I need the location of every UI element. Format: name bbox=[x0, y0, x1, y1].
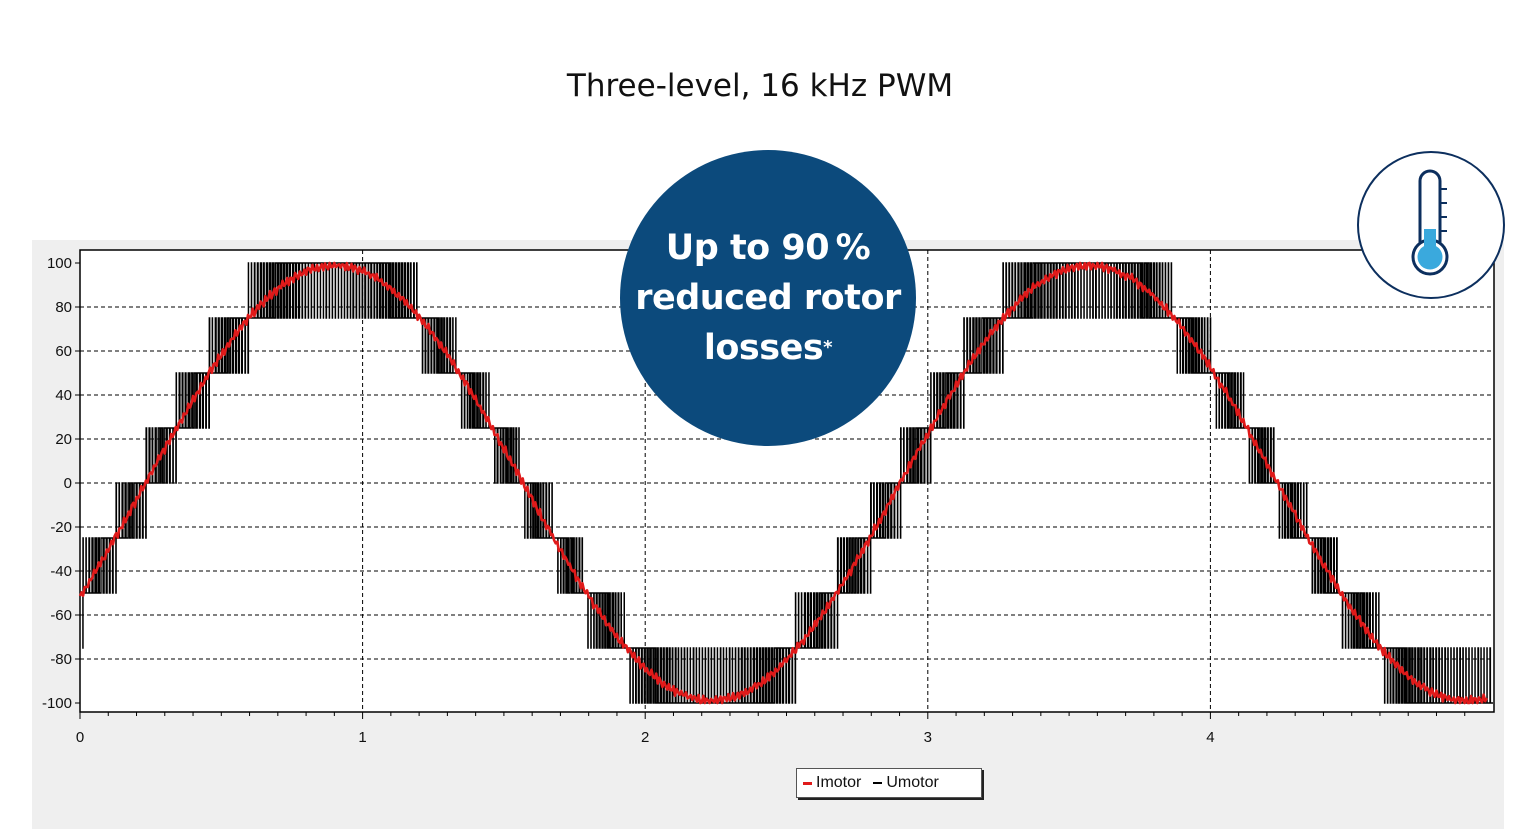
x-tick-label: 2 bbox=[641, 729, 649, 746]
x-tick-label: 1 bbox=[358, 729, 366, 746]
legend-swatch-umotor bbox=[873, 782, 883, 784]
legend-label-imotor: Imotor bbox=[816, 774, 862, 791]
legend-label-umotor: Umotor bbox=[886, 774, 939, 791]
y-tick-label: 80 bbox=[55, 299, 72, 316]
y-tick-label: 20 bbox=[55, 431, 72, 448]
y-tick-label: 60 bbox=[55, 343, 72, 360]
legend-item-umotor: Umotor bbox=[873, 774, 939, 792]
y-tick-label: -100 bbox=[42, 695, 72, 712]
y-tick-label: 100 bbox=[47, 255, 72, 272]
y-tick-label: -40 bbox=[50, 563, 72, 580]
y-tick-label: -80 bbox=[50, 651, 72, 668]
thermometer-badge bbox=[1357, 151, 1505, 299]
chart-title: Three-level, 16 kHz PWM bbox=[566, 68, 954, 104]
legend-swatch-imotor bbox=[803, 781, 812, 785]
badge-line-2: reduced rotor bbox=[635, 278, 901, 318]
legend-item-imotor: Imotor bbox=[803, 774, 861, 792]
x-tick-label: 0 bbox=[76, 729, 84, 746]
rotor-loss-badge: Up to 90 % reduced rotor losses* bbox=[620, 150, 916, 446]
badge-line-1: Up to 90 % bbox=[665, 228, 871, 268]
x-tick-label: 4 bbox=[1206, 729, 1214, 746]
chart-legend: Imotor Umotor bbox=[796, 768, 982, 798]
y-tick-label: -60 bbox=[50, 607, 72, 624]
y-tick-label: 40 bbox=[55, 387, 72, 404]
thermometer-cold-icon bbox=[1411, 169, 1449, 276]
badge-footnote-mark: * bbox=[823, 337, 833, 358]
x-tick-label: 3 bbox=[924, 729, 932, 746]
series-umotor-line bbox=[80, 262, 1493, 704]
badge-line-3: losses* bbox=[703, 323, 833, 373]
series-imotor-line bbox=[78, 261, 1488, 705]
badge-line-3-text: losses bbox=[703, 328, 824, 368]
y-tick-label: 0 bbox=[64, 475, 72, 492]
y-tick-label: -20 bbox=[50, 519, 72, 536]
